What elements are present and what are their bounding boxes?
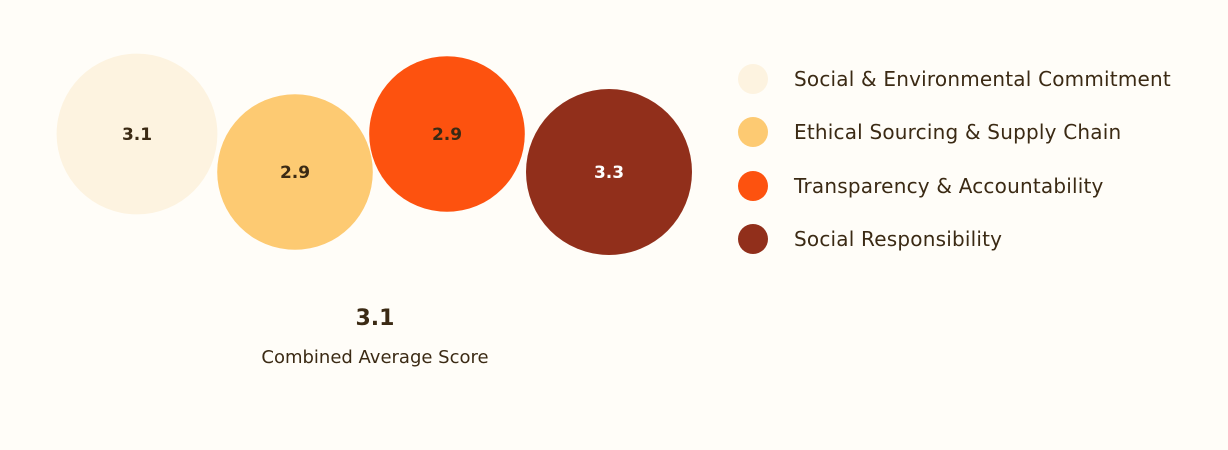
bubble-value-label: 3.1: [122, 125, 152, 145]
legend-label: Social & Environmental Commitment: [794, 67, 1171, 91]
legend-swatch: [738, 170, 768, 201]
legend-label: Transparency & Accountability: [794, 173, 1104, 198]
legend-label: Social Responsibility: [794, 226, 1003, 251]
bubble-value-label: 2.9: [280, 163, 310, 183]
bubble-value-label: 2.9: [432, 125, 462, 145]
bubble: [217, 94, 373, 250]
chart-legend: Social & Environmental Commitment Ethica…: [738, 64, 1218, 277]
legend-label: Ethical Sourcing & Supply Chain: [794, 120, 1122, 145]
legend-swatch: [738, 117, 768, 148]
legend-item: Transparency & Accountability: [738, 170, 1218, 201]
bubble: [56, 53, 218, 215]
legend-item: Social & Environmental Commitment: [738, 64, 1218, 94]
bubble: [369, 56, 525, 212]
bubble-chart: 3.1 2.9 2.9 3.3: [56, 53, 692, 255]
bubble-value-label: 3.3: [594, 163, 624, 183]
legend-swatch: [738, 64, 768, 94]
bubble: [526, 89, 692, 255]
legend-item: Ethical Sourcing & Supply Chain: [738, 117, 1218, 148]
legend-swatch: [738, 223, 768, 254]
combined-average-label: Combined Average Score: [261, 347, 489, 368]
combined-average-value: 3.1: [355, 306, 395, 331]
legend-item: Social Responsibility: [738, 223, 1218, 254]
summary-block: 3.1 Combined Average Score: [200, 304, 550, 372]
